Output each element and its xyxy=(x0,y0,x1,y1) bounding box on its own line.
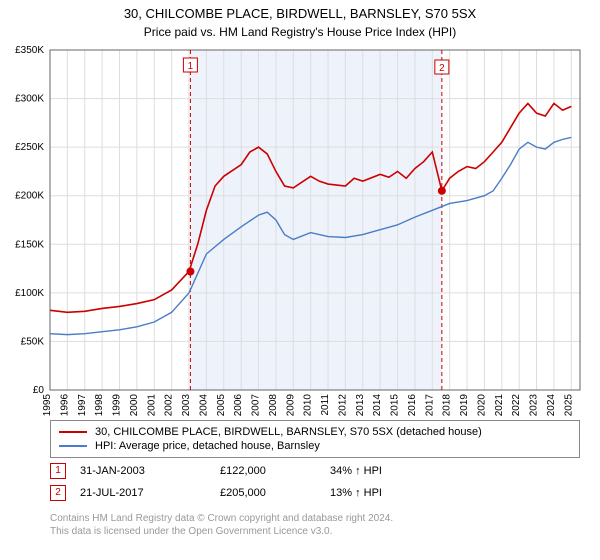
svg-text:1997: 1997 xyxy=(77,394,88,417)
legend-label: HPI: Average price, detached house, Barn… xyxy=(95,440,320,452)
svg-text:1995: 1995 xyxy=(42,394,53,417)
svg-text:2010: 2010 xyxy=(303,394,314,417)
svg-text:2014: 2014 xyxy=(372,394,383,417)
svg-text:2000: 2000 xyxy=(129,394,140,417)
sale-price: £205,000 xyxy=(220,487,330,499)
sale-row: 1 31-JAN-2003 £122,000 34% ↑ HPI xyxy=(50,460,580,482)
svg-text:1999: 1999 xyxy=(112,394,123,417)
svg-text:1998: 1998 xyxy=(94,394,105,417)
svg-text:£100K: £100K xyxy=(15,288,44,299)
sale-hpi: 34% ↑ HPI xyxy=(330,465,440,477)
legend-item-property: 30, CHILCOMBE PLACE, BIRDWELL, BARNSLEY,… xyxy=(59,425,571,439)
svg-text:2001: 2001 xyxy=(146,394,157,417)
svg-text:2022: 2022 xyxy=(511,394,522,417)
svg-text:2019: 2019 xyxy=(459,394,470,417)
svg-text:2009: 2009 xyxy=(285,394,296,417)
svg-text:2013: 2013 xyxy=(355,394,366,417)
svg-text:2016: 2016 xyxy=(407,394,418,417)
svg-text:£150K: £150K xyxy=(15,239,44,250)
legend-label: 30, CHILCOMBE PLACE, BIRDWELL, BARNSLEY,… xyxy=(95,426,482,438)
svg-text:2025: 2025 xyxy=(563,394,574,417)
svg-text:2008: 2008 xyxy=(268,394,279,417)
svg-text:1: 1 xyxy=(188,61,194,72)
legend: 30, CHILCOMBE PLACE, BIRDWELL, BARNSLEY,… xyxy=(50,420,580,458)
sale-date: 21-JUL-2017 xyxy=(80,487,220,499)
footnote-line: Contains HM Land Registry data © Crown c… xyxy=(50,512,580,525)
line-chart: 12£0£50K£100K£150K£200K£250K£300K£350K19… xyxy=(50,50,580,390)
svg-text:2007: 2007 xyxy=(251,394,262,417)
svg-text:2004: 2004 xyxy=(198,394,209,417)
svg-text:£300K: £300K xyxy=(15,94,44,105)
svg-text:2023: 2023 xyxy=(529,394,540,417)
svg-text:1996: 1996 xyxy=(59,394,70,417)
sale-hpi: 13% ↑ HPI xyxy=(330,487,440,499)
legend-item-hpi: HPI: Average price, detached house, Barn… xyxy=(59,439,571,453)
svg-text:2006: 2006 xyxy=(233,394,244,417)
svg-text:2024: 2024 xyxy=(546,394,557,417)
sale-row: 2 21-JUL-2017 £205,000 13% ↑ HPI xyxy=(50,482,580,504)
sales-table: 1 31-JAN-2003 £122,000 34% ↑ HPI 2 21-JU… xyxy=(50,460,580,504)
svg-text:£200K: £200K xyxy=(15,191,44,202)
legend-swatch xyxy=(59,431,87,433)
chart-subtitle: Price paid vs. HM Land Registry's House … xyxy=(0,25,600,39)
svg-text:£50K: £50K xyxy=(21,336,45,347)
svg-text:£350K: £350K xyxy=(15,45,44,56)
chart-title: 30, CHILCOMBE PLACE, BIRDWELL, BARNSLEY,… xyxy=(0,0,600,23)
sale-date: 31-JAN-2003 xyxy=(80,465,220,477)
svg-text:2017: 2017 xyxy=(424,394,435,417)
svg-text:2020: 2020 xyxy=(476,394,487,417)
svg-text:£250K: £250K xyxy=(15,142,44,153)
footnote-line: This data is licensed under the Open Gov… xyxy=(50,525,580,538)
sale-marker-2: 2 xyxy=(50,485,66,501)
sale-marker-1: 1 xyxy=(50,463,66,479)
svg-text:2015: 2015 xyxy=(390,394,401,417)
svg-text:2012: 2012 xyxy=(337,394,348,417)
svg-text:2005: 2005 xyxy=(216,394,227,417)
footnote: Contains HM Land Registry data © Crown c… xyxy=(50,512,580,538)
svg-text:2011: 2011 xyxy=(320,394,331,416)
svg-text:2003: 2003 xyxy=(181,394,192,417)
legend-swatch xyxy=(59,445,87,447)
svg-text:2002: 2002 xyxy=(164,394,175,417)
svg-text:2021: 2021 xyxy=(494,394,505,417)
svg-text:2: 2 xyxy=(439,63,445,74)
sale-price: £122,000 xyxy=(220,465,330,477)
svg-text:2018: 2018 xyxy=(442,394,453,417)
chart-area: 12£0£50K£100K£150K£200K£250K£300K£350K19… xyxy=(50,50,580,390)
